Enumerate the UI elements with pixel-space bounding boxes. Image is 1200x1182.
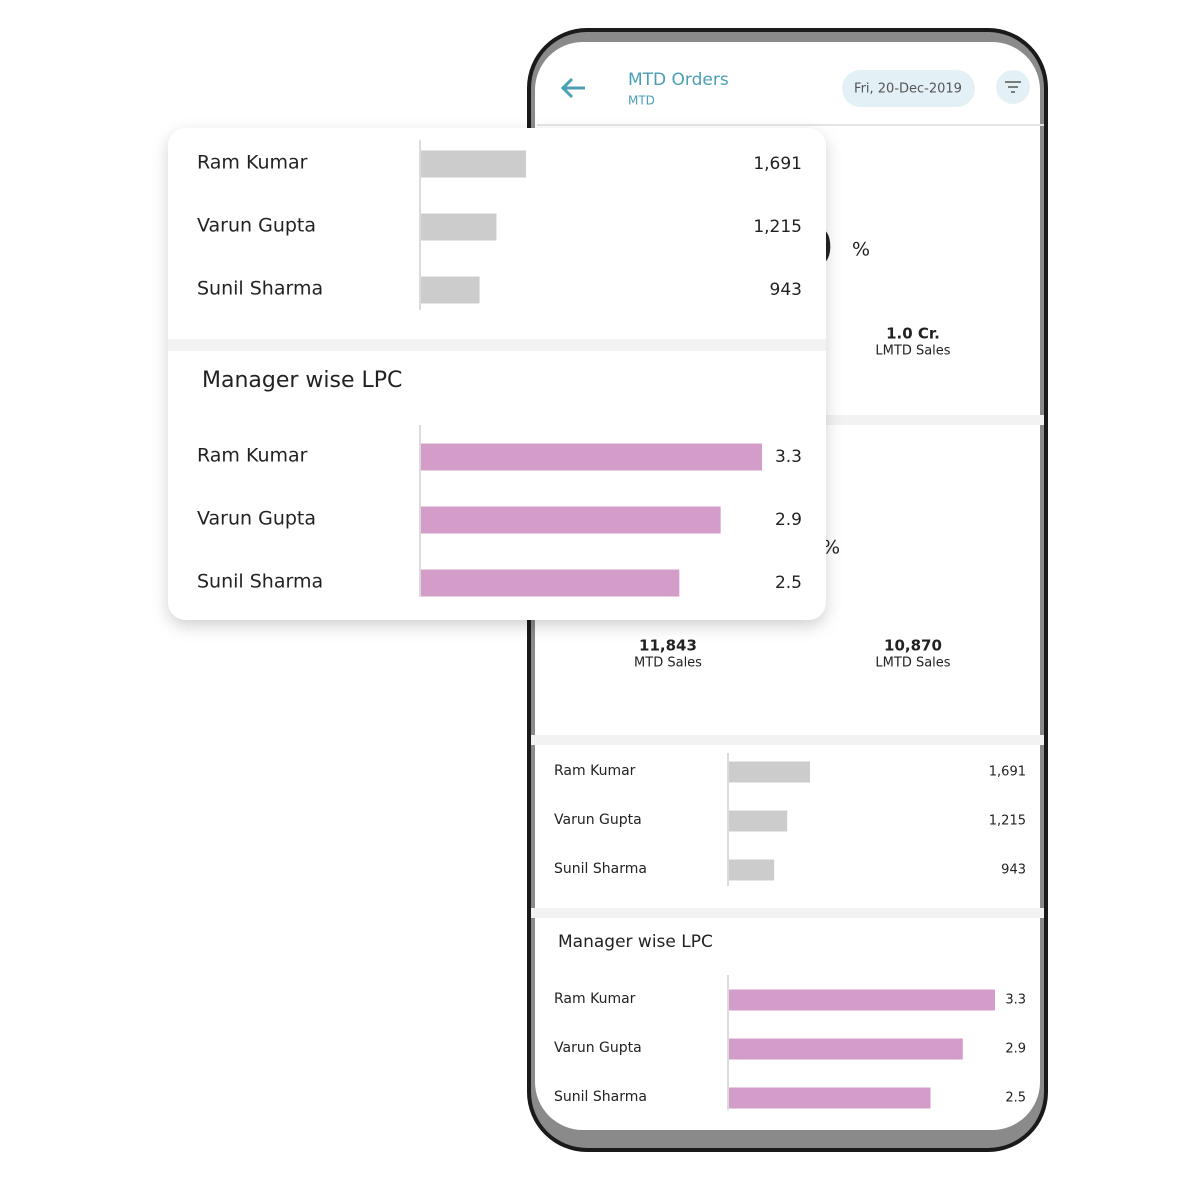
value-label: 2.9 (1005, 1042, 1026, 1057)
metric-unit: % (852, 239, 870, 261)
value-label: 943 (1001, 863, 1026, 878)
filter-icon (1005, 81, 1021, 93)
category-label: Ram Kumar (554, 991, 636, 1007)
bar (729, 989, 995, 1011)
category-label: Ram Kumar (197, 152, 308, 174)
separator (531, 735, 1044, 745)
chart-title: Manager wise LPC (202, 368, 402, 393)
bar (421, 276, 480, 304)
value-label: 1,691 (989, 765, 1026, 780)
card-bg (168, 128, 826, 620)
header-subtitle: MTD (628, 94, 655, 108)
back-button[interactable] (560, 77, 585, 99)
category-label: Sunil Sharma (197, 571, 323, 593)
overlay-card (168, 128, 826, 620)
category-label: Varun Gupta (554, 812, 642, 828)
header-title: MTD Orders (628, 70, 729, 90)
lmtd-value: 10,870 (884, 637, 942, 655)
bar (421, 150, 526, 178)
bar (421, 506, 721, 534)
lmtd-label: LMTD Sales (875, 656, 950, 671)
value-label: 2.5 (1005, 1091, 1026, 1106)
card-charts: Ram Kumar 1,691 Varun Gupta 1,215 Sunil Shar… (197, 140, 802, 597)
category-label: Sunil Sharma (554, 861, 647, 877)
category-label: Ram Kumar (197, 445, 308, 467)
chart-title: Manager wise LPC (558, 932, 713, 952)
value-label: 3.3 (775, 447, 802, 467)
category-label: Sunil Sharma (554, 1089, 647, 1105)
category-label: Varun Gupta (197, 215, 316, 237)
separator (531, 908, 1044, 918)
category-label: Sunil Sharma (197, 278, 323, 300)
value-label: 943 (770, 280, 802, 300)
category-label: Ram Kumar (554, 763, 636, 779)
header-divider (537, 124, 1044, 126)
bar (421, 569, 680, 597)
bar (729, 810, 788, 832)
value-label: 2.9 (775, 510, 802, 530)
category-label: Varun Gupta (554, 1040, 642, 1056)
bar (421, 443, 762, 471)
value-label: 1,215 (753, 217, 802, 237)
value-label: 2.5 (775, 573, 802, 593)
phone-charts: Ram Kumar 1,691 Varun Gupta 1,215 Sunil Shar… (554, 753, 1026, 1110)
bar (729, 1038, 963, 1060)
separator (168, 339, 826, 351)
value-label: 3.3 (1005, 993, 1026, 1008)
bar (729, 859, 775, 881)
bar (729, 1087, 931, 1109)
lmtd-value: 1.0 Cr. (886, 325, 940, 343)
bar (729, 761, 810, 783)
value-label: 1,691 (753, 154, 802, 174)
metric-unit: % (822, 537, 840, 559)
category-label: Varun Gupta (197, 508, 316, 530)
mtd-label: MTD Sales (634, 656, 702, 671)
lmtd-label: LMTD Sales (875, 344, 950, 359)
mtd-value: 11,843 (639, 637, 697, 655)
date: Fri, 20-Dec-2019 (854, 82, 962, 97)
value-label: 1,215 (989, 814, 1026, 829)
bar (421, 213, 497, 241)
date-pill[interactable] (842, 70, 975, 107)
